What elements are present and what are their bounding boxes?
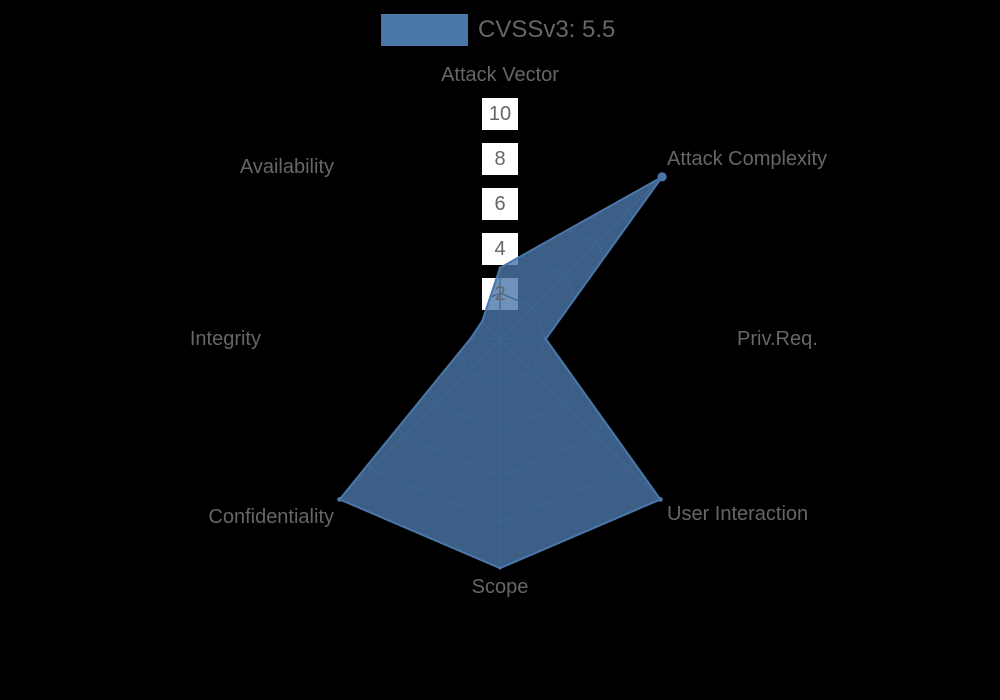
svg-text:4: 4 — [494, 238, 505, 260]
svg-text:8: 8 — [494, 148, 505, 170]
svg-text:6: 6 — [494, 193, 505, 215]
svg-text:10: 10 — [489, 103, 511, 125]
svg-text:2: 2 — [494, 283, 505, 305]
